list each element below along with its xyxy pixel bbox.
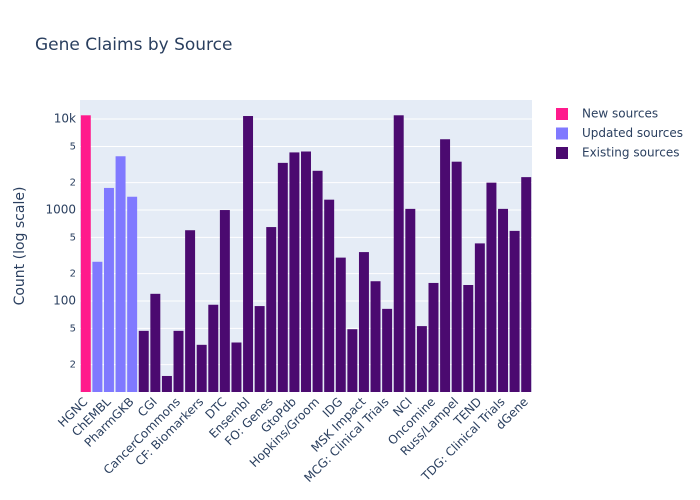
legend-swatch <box>556 108 568 120</box>
bar <box>208 304 219 392</box>
y-tick-label: 1000 <box>45 203 76 217</box>
bar <box>231 342 242 392</box>
y-tick-label: 5 <box>70 323 76 334</box>
bar <box>382 308 393 392</box>
legend-label: Updated sources <box>582 126 683 140</box>
bar <box>393 115 404 392</box>
y-axis-title: Count (log scale) <box>12 187 28 306</box>
legend-label: Existing sources <box>582 146 679 160</box>
bar <box>312 170 323 392</box>
bar <box>173 330 184 392</box>
y-tick-label: 5 <box>70 141 76 152</box>
legend-swatch <box>556 147 568 159</box>
bar <box>150 293 161 392</box>
bar <box>509 230 520 392</box>
bar <box>243 116 254 392</box>
bar <box>498 208 509 392</box>
bar <box>358 252 369 392</box>
bar <box>185 230 196 392</box>
bar <box>451 161 462 392</box>
y-tick-label: 10k <box>54 112 76 126</box>
bar <box>254 306 265 392</box>
bar <box>92 261 103 392</box>
y-tick-label: 2 <box>70 360 76 371</box>
bar <box>115 156 126 392</box>
legend-swatch <box>556 127 568 140</box>
bar <box>138 330 149 392</box>
bar <box>301 151 311 392</box>
bar <box>335 257 346 392</box>
bar <box>405 208 416 392</box>
bar <box>219 210 230 392</box>
bar <box>347 329 358 392</box>
bar <box>428 282 439 392</box>
bar <box>80 115 91 392</box>
bar <box>486 182 497 392</box>
bar <box>324 199 335 392</box>
bar <box>127 196 138 392</box>
y-tick-label: 2 <box>70 178 76 189</box>
bar <box>463 284 474 392</box>
y-tick-label: 5 <box>70 232 76 243</box>
bar <box>370 281 381 392</box>
bar <box>103 187 114 392</box>
bar <box>474 243 485 392</box>
bar <box>196 344 207 392</box>
bar <box>289 152 300 392</box>
y-tick-label: 100 <box>53 294 76 308</box>
bar <box>440 139 451 392</box>
bar <box>266 227 277 392</box>
chart-title: Gene Claims by Source <box>35 35 232 55</box>
legend-label: New sources <box>582 107 658 121</box>
y-tick-label: 2 <box>70 269 76 280</box>
bar <box>416 326 427 392</box>
bar <box>277 162 288 392</box>
bar <box>161 375 172 392</box>
bar <box>521 177 532 392</box>
